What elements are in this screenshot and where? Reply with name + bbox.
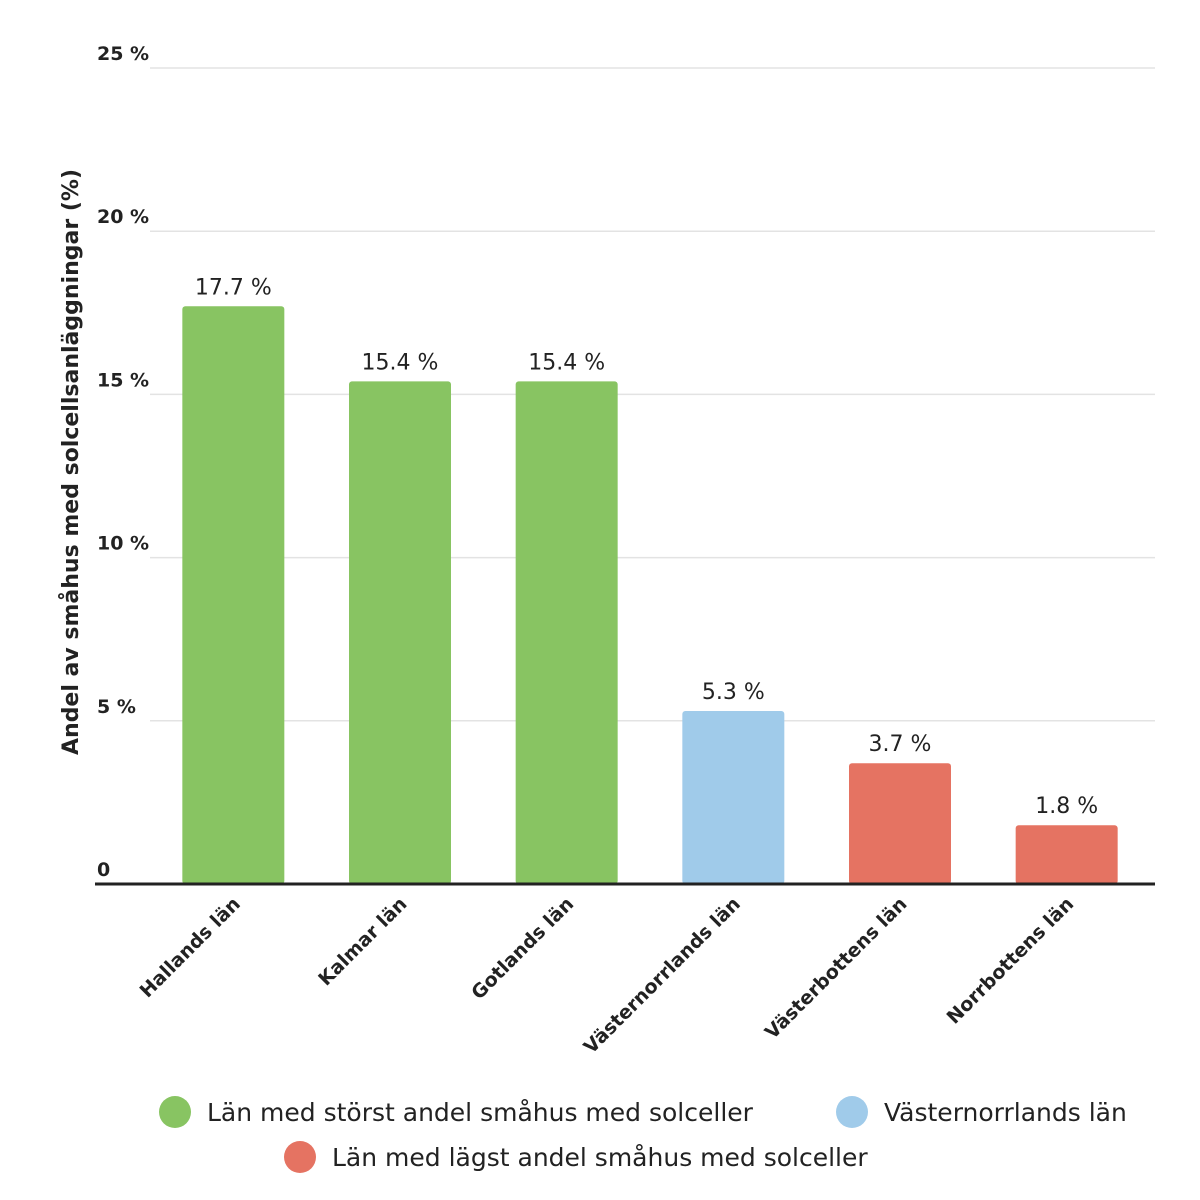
value-label: 5.3 % <box>702 680 765 705</box>
value-label: 1.8 % <box>1035 794 1098 819</box>
value-label: 15.4 % <box>528 350 605 375</box>
bar <box>682 711 785 884</box>
y-axis-title: Andel av småhus med solcellsanläggningar… <box>58 169 84 755</box>
y-tick-label: 0 <box>97 859 110 881</box>
legend-label: Län med störst andel småhus med solcelle… <box>207 1098 754 1127</box>
value-label: 3.7 % <box>869 732 932 757</box>
bar <box>849 763 951 884</box>
value-label: 15.4 % <box>362 350 439 375</box>
x-tick-label: Hallands län <box>136 893 245 1002</box>
legend-label: Västernorrlands län <box>884 1098 1127 1127</box>
legend-marker <box>159 1096 191 1128</box>
legend-marker <box>284 1141 316 1173</box>
legend-label: Län med lägst andel småhus med solceller <box>332 1143 868 1172</box>
x-tick-label: Kalmar län <box>314 893 411 990</box>
bar <box>349 381 451 884</box>
legend-marker <box>836 1096 868 1128</box>
x-tick-label: Norrbottens län <box>943 893 1079 1029</box>
x-tick-label: Västerbottens län <box>761 893 912 1044</box>
y-tick-label: 25 % <box>97 43 149 65</box>
x-tick-label: Västernorrlands län <box>580 893 745 1058</box>
x-tick-label: Gotlands län <box>467 893 578 1004</box>
bar <box>182 306 285 885</box>
y-tick-label: 15 % <box>97 369 149 391</box>
bar <box>1015 825 1118 884</box>
value-label: 17.7 % <box>195 275 272 300</box>
y-tick-label: 20 % <box>97 206 149 228</box>
y-tick-label: 5 % <box>97 696 136 718</box>
y-tick-label: 10 % <box>97 533 149 555</box>
bar <box>515 381 618 884</box>
